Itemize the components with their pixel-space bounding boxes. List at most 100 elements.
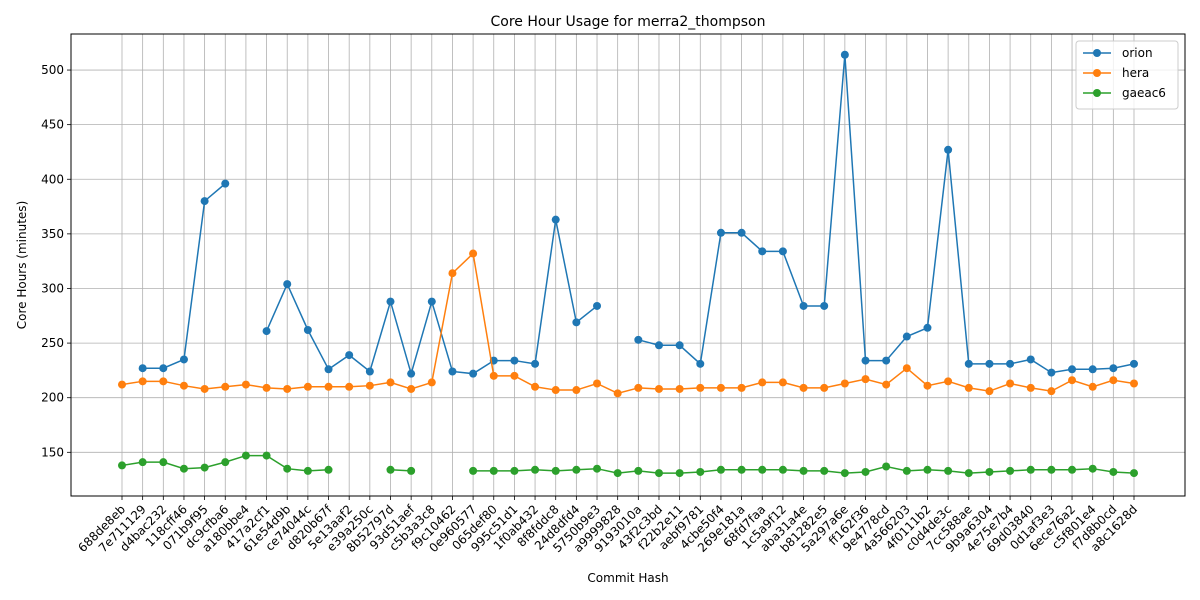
data-point-orion (138, 364, 147, 373)
data-point-orion (1006, 359, 1015, 368)
data-point-orion (159, 364, 168, 373)
y-tick-label: 400 (41, 172, 64, 186)
data-point-orion (1047, 368, 1056, 377)
y-tick-label: 200 (41, 391, 64, 405)
data-point-gaeac6 (324, 465, 333, 474)
data-point-orion (1109, 364, 1118, 373)
legend-label-orion: orion (1122, 46, 1153, 60)
data-point-hera (593, 379, 602, 388)
data-point-gaeac6 (1026, 465, 1035, 474)
series-layer (118, 50, 1138, 478)
data-point-gaeac6 (283, 464, 292, 473)
data-point-orion (634, 335, 643, 344)
data-point-hera (613, 389, 622, 398)
data-point-gaeac6 (778, 465, 787, 474)
data-point-gaeac6 (386, 465, 395, 474)
y-tick-label: 250 (41, 336, 64, 350)
data-point-gaeac6 (716, 465, 725, 474)
data-point-hera (241, 380, 250, 389)
data-point-gaeac6 (1047, 465, 1056, 474)
data-point-gaeac6 (200, 463, 209, 472)
data-point-gaeac6 (696, 467, 705, 476)
data-point-hera (696, 383, 705, 392)
y-tick-label: 500 (41, 63, 64, 77)
data-point-gaeac6 (1006, 466, 1015, 475)
data-point-gaeac6 (221, 458, 230, 467)
data-point-gaeac6 (840, 469, 849, 478)
series-orion (138, 50, 1138, 378)
data-point-orion (551, 215, 560, 224)
data-point-hera (799, 383, 808, 392)
data-point-gaeac6 (593, 464, 602, 473)
data-point-gaeac6 (634, 466, 643, 475)
data-point-gaeac6 (1130, 469, 1138, 478)
data-point-hera (1026, 383, 1035, 392)
data-point-gaeac6 (985, 467, 994, 476)
data-point-gaeac6 (510, 466, 519, 475)
data-point-hera (861, 375, 870, 384)
data-point-gaeac6 (882, 462, 891, 471)
data-point-gaeac6 (944, 466, 953, 475)
y-tick-label: 150 (41, 445, 64, 459)
data-point-hera (179, 381, 188, 390)
data-point-hera (902, 364, 911, 373)
data-point-gaeac6 (303, 466, 312, 475)
data-point-orion (386, 297, 395, 306)
data-point-orion (799, 301, 808, 310)
data-point-orion (365, 367, 374, 376)
data-point-hera (489, 371, 498, 380)
data-point-orion (324, 365, 333, 374)
data-point-hera (469, 249, 478, 258)
data-point-hera (159, 377, 168, 386)
legend-marker-orion (1093, 49, 1101, 57)
data-point-gaeac6 (407, 466, 416, 475)
data-point-orion (675, 341, 684, 350)
data-point-orion (407, 369, 416, 378)
data-point-orion (427, 297, 436, 306)
y-axis-label: Core Hours (minutes) (15, 201, 29, 330)
data-point-orion (448, 367, 457, 376)
data-point-orion (200, 197, 209, 206)
data-point-orion (923, 323, 932, 332)
data-point-gaeac6 (572, 465, 581, 474)
data-point-orion (469, 369, 478, 378)
data-point-hera (820, 383, 829, 392)
data-point-hera (221, 382, 230, 391)
legend-label-gaeac6: gaeac6 (1122, 86, 1166, 100)
data-point-hera (118, 380, 126, 389)
legend-marker-gaeac6 (1093, 89, 1101, 97)
data-point-hera (200, 384, 209, 393)
data-point-orion (1026, 355, 1035, 364)
data-point-gaeac6 (1068, 465, 1077, 474)
x-axis-label: Commit Hash (587, 571, 668, 585)
data-point-orion (696, 359, 705, 368)
data-point-hera (262, 383, 271, 392)
data-point-orion (531, 359, 540, 368)
data-point-hera (923, 381, 932, 390)
data-point-gaeac6 (861, 467, 870, 476)
data-point-orion (593, 301, 602, 310)
data-point-hera (1109, 376, 1118, 385)
data-point-gaeac6 (531, 465, 540, 474)
x-axis: 688de8eb7e711129d4bac232118cff46071b9f95… (75, 496, 1140, 555)
data-point-hera (283, 384, 292, 393)
data-point-orion (510, 356, 519, 365)
data-point-gaeac6 (262, 451, 271, 460)
data-point-gaeac6 (613, 469, 622, 478)
data-point-gaeac6 (820, 466, 829, 475)
data-point-gaeac6 (179, 464, 188, 473)
data-point-orion (902, 332, 911, 341)
data-point-gaeac6 (923, 465, 932, 474)
data-point-hera (531, 382, 540, 391)
data-point-orion (1068, 365, 1077, 374)
data-point-hera (551, 386, 560, 395)
data-point-gaeac6 (241, 451, 250, 460)
legend-box (1075, 40, 1179, 110)
data-point-gaeac6 (675, 469, 684, 478)
plot-area (70, 33, 1186, 497)
data-point-gaeac6 (964, 469, 973, 478)
data-point-orion (716, 228, 725, 237)
data-point-gaeac6 (1088, 464, 1097, 473)
data-point-gaeac6 (489, 466, 498, 475)
data-point-gaeac6 (118, 461, 126, 470)
